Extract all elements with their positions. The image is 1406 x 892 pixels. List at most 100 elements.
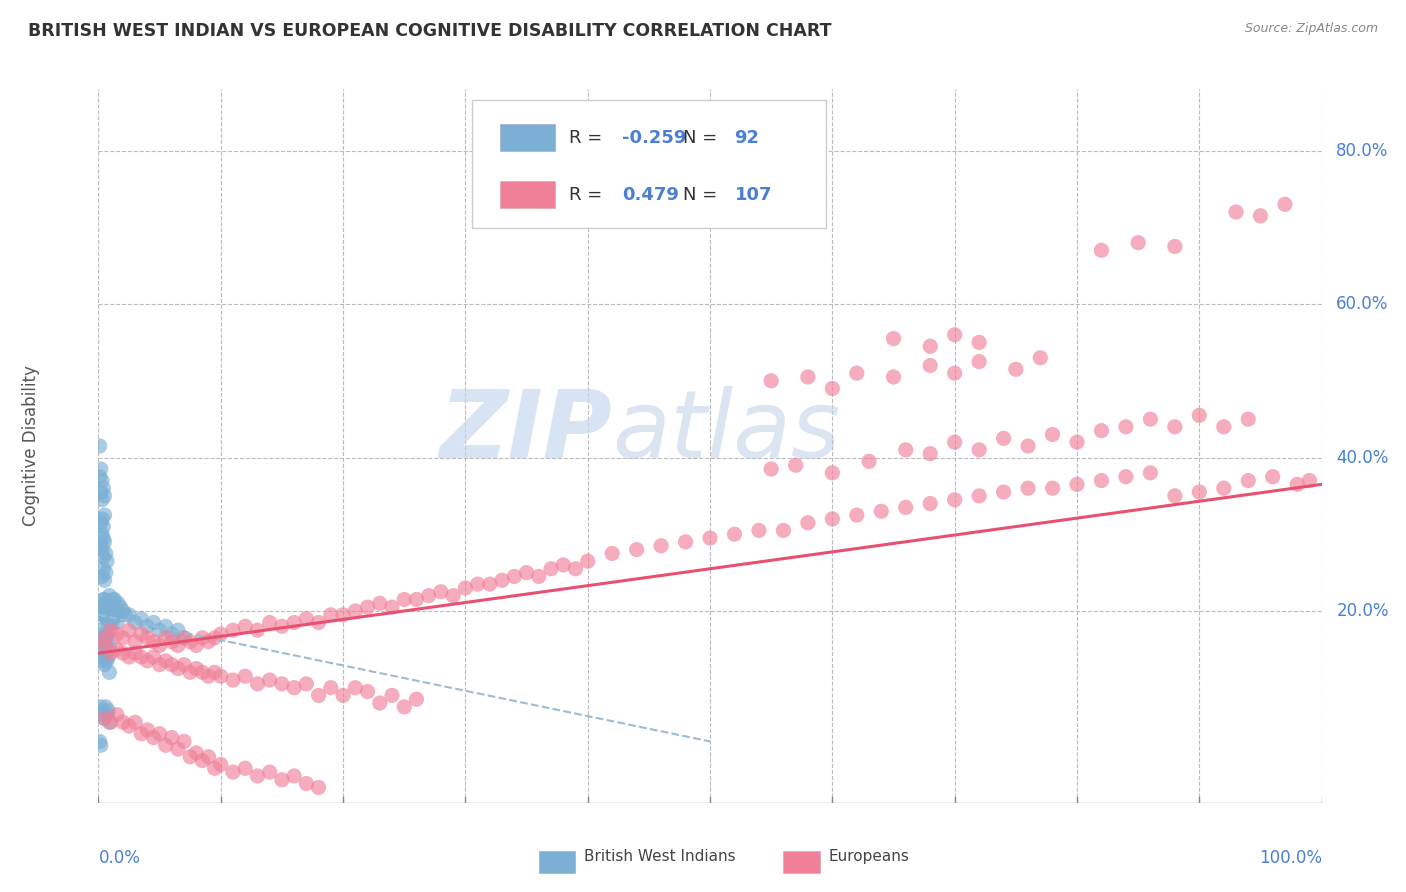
Point bbox=[100, 607, 122, 622]
Point bbox=[1029, 351, 1052, 365]
Point bbox=[920, 447, 942, 461]
Point bbox=[283, 615, 305, 630]
Point bbox=[100, 623, 122, 637]
Point bbox=[90, 738, 112, 752]
Point bbox=[118, 719, 141, 733]
Text: atlas: atlas bbox=[612, 386, 841, 477]
Point bbox=[1225, 205, 1247, 219]
Point bbox=[699, 531, 721, 545]
Point bbox=[993, 485, 1015, 500]
Point bbox=[104, 607, 127, 622]
Point bbox=[160, 731, 183, 745]
Point bbox=[91, 527, 114, 541]
Point bbox=[179, 749, 201, 764]
Text: 0.479: 0.479 bbox=[621, 186, 679, 203]
Point bbox=[91, 519, 114, 533]
Point bbox=[111, 631, 134, 645]
Point bbox=[98, 715, 121, 730]
Point bbox=[110, 600, 132, 615]
Point bbox=[283, 769, 305, 783]
Point bbox=[191, 665, 214, 680]
Point bbox=[91, 654, 114, 668]
Point bbox=[96, 604, 118, 618]
Point bbox=[93, 634, 115, 648]
Point bbox=[626, 542, 648, 557]
Text: 107: 107 bbox=[734, 186, 772, 203]
Text: N =: N = bbox=[683, 186, 717, 203]
Point bbox=[91, 542, 114, 557]
Point bbox=[748, 524, 770, 538]
Point bbox=[94, 646, 117, 660]
Point bbox=[246, 677, 269, 691]
Point bbox=[894, 442, 917, 457]
Point bbox=[94, 639, 117, 653]
Point bbox=[96, 631, 118, 645]
Point bbox=[94, 566, 117, 580]
Point bbox=[124, 634, 146, 648]
Point bbox=[1261, 469, 1284, 483]
Point bbox=[124, 715, 146, 730]
Point bbox=[943, 327, 966, 342]
Point bbox=[114, 607, 136, 622]
Text: Europeans: Europeans bbox=[828, 849, 910, 863]
Point bbox=[93, 631, 115, 645]
Point bbox=[167, 639, 190, 653]
Point bbox=[97, 615, 120, 630]
Point bbox=[96, 554, 118, 568]
Point bbox=[93, 508, 115, 522]
Point bbox=[91, 512, 114, 526]
Point bbox=[91, 474, 114, 488]
Point bbox=[540, 562, 562, 576]
Point bbox=[295, 612, 318, 626]
Point bbox=[204, 631, 226, 645]
Point bbox=[943, 366, 966, 380]
Point bbox=[91, 531, 114, 545]
Point bbox=[478, 577, 501, 591]
Point bbox=[136, 631, 159, 645]
Point bbox=[104, 604, 127, 618]
Point bbox=[124, 646, 146, 660]
Point bbox=[129, 627, 152, 641]
Point bbox=[368, 596, 391, 610]
Point bbox=[160, 657, 183, 672]
Point bbox=[772, 524, 794, 538]
Point bbox=[270, 677, 294, 691]
Point bbox=[883, 370, 905, 384]
Point bbox=[101, 600, 124, 615]
Point bbox=[90, 623, 112, 637]
Text: 92: 92 bbox=[734, 128, 759, 146]
Point bbox=[405, 592, 427, 607]
Point bbox=[858, 454, 880, 468]
Point bbox=[197, 634, 219, 648]
Point bbox=[1212, 419, 1234, 434]
Text: -0.259: -0.259 bbox=[621, 128, 686, 146]
Point bbox=[821, 466, 844, 480]
Point bbox=[91, 562, 114, 576]
Point bbox=[761, 462, 783, 476]
Point bbox=[392, 699, 416, 714]
Text: 40.0%: 40.0% bbox=[1336, 449, 1389, 467]
Point bbox=[259, 615, 281, 630]
Point bbox=[100, 715, 122, 730]
Point bbox=[418, 589, 440, 603]
Point bbox=[1115, 469, 1137, 483]
Point bbox=[93, 535, 115, 549]
Point bbox=[1164, 489, 1187, 503]
Point bbox=[93, 657, 115, 672]
Point bbox=[1164, 419, 1187, 434]
Point bbox=[91, 600, 114, 615]
Text: 60.0%: 60.0% bbox=[1336, 295, 1389, 313]
Point bbox=[91, 704, 114, 718]
Point bbox=[308, 615, 330, 630]
Point bbox=[553, 558, 575, 572]
Point bbox=[344, 604, 367, 618]
FancyBboxPatch shape bbox=[499, 124, 555, 152]
Point bbox=[149, 727, 172, 741]
Point bbox=[1286, 477, 1309, 491]
Point bbox=[91, 631, 114, 645]
Point bbox=[118, 607, 141, 622]
Text: 100.0%: 100.0% bbox=[1258, 849, 1322, 867]
Point bbox=[356, 600, 378, 615]
Point bbox=[129, 650, 152, 665]
Point bbox=[173, 631, 195, 645]
